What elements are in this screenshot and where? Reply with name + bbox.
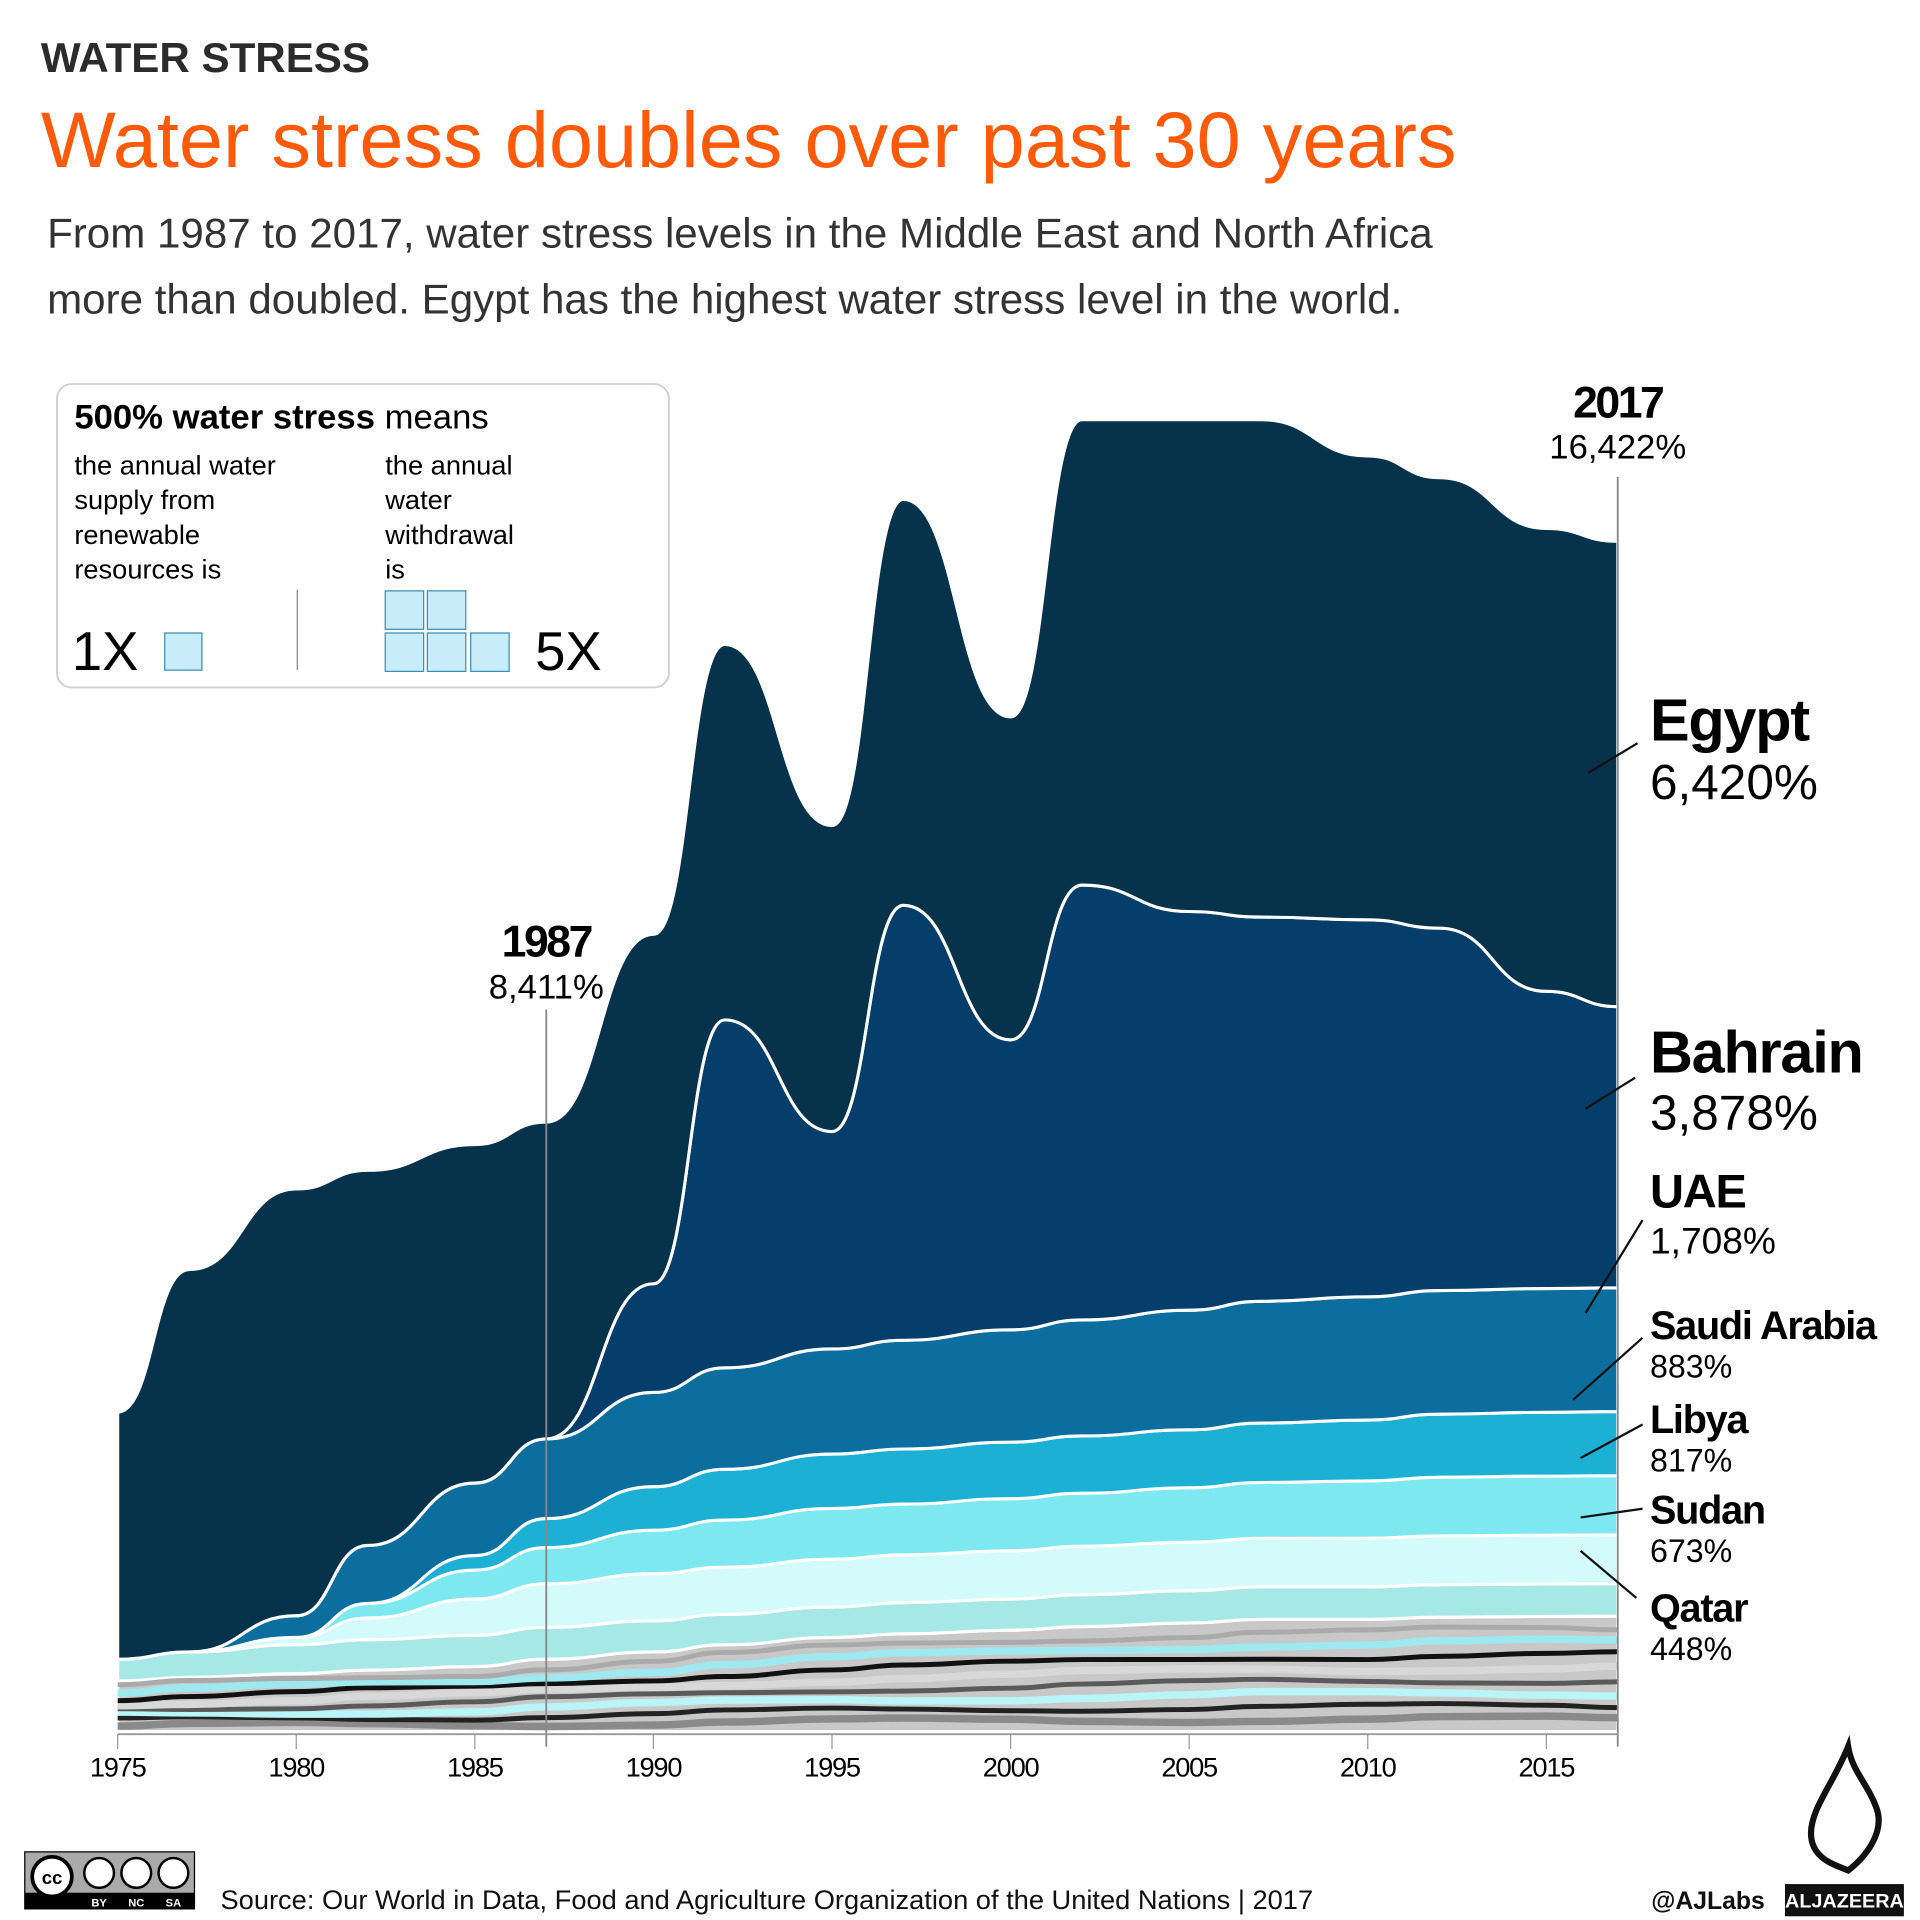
svg-text:SA: SA [166,1897,181,1909]
kicker: WATER STRESS [41,34,370,81]
chart-overlay: 1987 8,411% 2017 16,422% 1975 1980 1985 199… [90,378,1879,1782]
area-egypt [116,418,1620,1661]
end-value-label: 16,422% [1549,428,1686,466]
subtitle-line-2: more than doubled. Egypt has the highest… [47,275,1402,322]
legend-right-line: is [385,553,405,584]
brand-text: ALJAZEERA [1785,1891,1904,1913]
legend-right-line: water [384,484,452,515]
page-title: Water stress doubles over past 30 years [41,95,1457,184]
by-icon [82,1856,116,1890]
start-year-label: 1987 [502,917,592,966]
handle: @AJLabs [1651,1888,1765,1915]
country-value: 817% [1650,1443,1732,1479]
other-country-strand [117,1662,1618,1710]
other-country-strand [117,1687,1618,1718]
other-country-strand [117,1649,1618,1704]
leader-line [1572,1336,1644,1401]
brand-box [1784,1884,1904,1917]
unit-square [164,632,203,671]
country-name: Bahrain [1650,1019,1863,1086]
country-name: Sudan [1650,1489,1765,1533]
legend-left-line: resources is [74,553,221,584]
start-value-label: 8,411% [489,968,604,1006]
country-value: 1,708% [1650,1220,1776,1262]
legend-right-line: the annual [385,449,512,480]
nc-icon [120,1856,153,1890]
legend-left-line: renewable [74,519,200,550]
end-year-label: 2017 [1573,378,1663,427]
country-name: Saudi Arabia [1650,1304,1878,1348]
unit-square [470,632,510,673]
country-name: Libya [1650,1398,1750,1442]
other-country-strand [117,1635,1618,1697]
country-value: 6,420% [1650,755,1818,810]
x-tick-label: 2000 [983,1751,1040,1782]
leader-line [1584,1076,1636,1110]
svg-text:BY: BY [91,1897,107,1909]
legend-left-line: the annual water [74,449,276,480]
x-tick-label: 1995 [804,1751,861,1782]
country-value: 3,878% [1650,1086,1818,1141]
x-tick-label: 1980 [268,1751,325,1782]
leader-line [1580,1423,1644,1459]
leader-line [1580,1507,1643,1519]
unit-square [426,590,467,630]
source-text: Source: Our World in Data, Food and Agri… [220,1884,1313,1915]
unit-square [384,632,425,673]
legend-box: 500% water stress means the annual water… [56,383,670,689]
x-axis-ticks: 1975 1980 1985 1990 1995 2000 2005 2010 2015 [90,1734,1576,1782]
x-tick-label: 2010 [1340,1751,1397,1782]
legend-1x: 1X [72,621,139,682]
svg-text:NC: NC [128,1897,144,1909]
cc-license-badge: cc BY NC SA [24,1851,196,1910]
legend-right-line: withdrawal [384,519,514,550]
svg-text:cc: cc [42,1867,63,1888]
leader-line [1579,1550,1638,1599]
unit-square [384,590,425,630]
x-tick-label: 1975 [90,1751,147,1782]
country-name: Egypt [1650,687,1810,754]
x-tick-label: 2005 [1161,1751,1218,1782]
aljazeera-logo-icon [1807,1734,1882,1875]
legend-squares [164,590,510,673]
leader-line [1587,742,1639,774]
country-value: 448% [1650,1631,1732,1667]
leader-line [1584,1219,1644,1314]
country-value: 883% [1650,1348,1732,1384]
unit-square [426,632,467,673]
country-value: 673% [1650,1533,1732,1569]
other-country-strand [117,1701,1618,1723]
other-country-strand [117,1624,1618,1688]
x-tick-label: 1990 [626,1751,683,1782]
x-tick-label: 1985 [447,1751,504,1782]
legend-5x: 5X [535,621,602,682]
country-name: Qatar [1650,1586,1748,1630]
country-name: UAE [1650,1165,1746,1218]
other-country-strand [117,1712,1618,1731]
sa-icon [157,1856,190,1890]
legend-left-line: supply from [74,484,215,515]
stacked-area-chart [116,418,1620,1734]
subtitle-line-1: From 1987 to 2017, water stress levels i… [47,210,1433,257]
x-tick-label: 2015 [1518,1751,1575,1782]
other-country-strand [117,1676,1618,1713]
legend-heading: 500% water stress means [74,399,488,437]
